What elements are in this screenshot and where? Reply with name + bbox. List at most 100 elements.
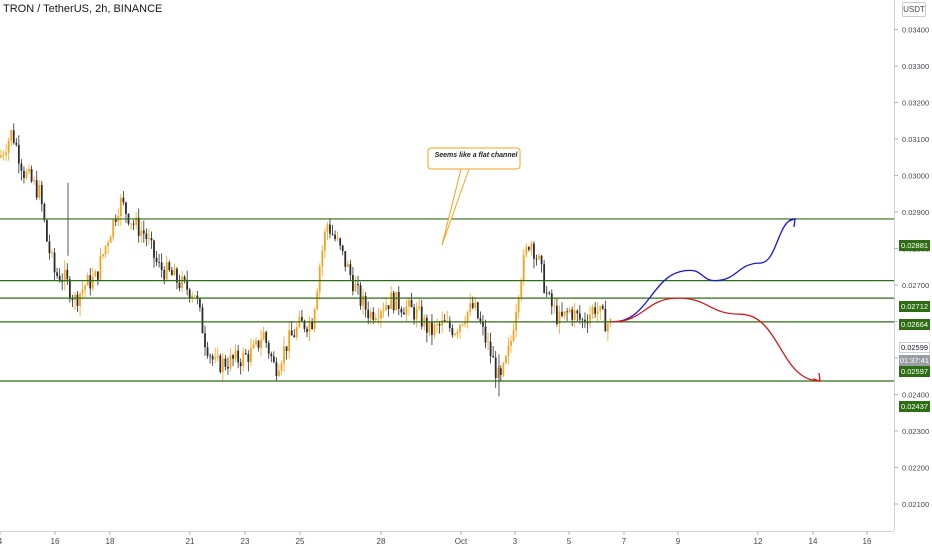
currency-badge[interactable]: USDT bbox=[902, 2, 926, 17]
candle-body bbox=[466, 311, 469, 323]
candle-body bbox=[163, 270, 166, 280]
candle-body bbox=[538, 255, 540, 259]
candle-body bbox=[99, 256, 102, 280]
candle-body bbox=[382, 309, 385, 312]
candle-body bbox=[71, 298, 74, 301]
price-axis-label: 0.03200 bbox=[902, 99, 929, 108]
price-axis-label: 0.02300 bbox=[902, 427, 929, 436]
candle-body bbox=[257, 340, 260, 348]
candle-body bbox=[135, 217, 138, 225]
candle-body bbox=[436, 324, 438, 325]
candle-body bbox=[158, 261, 160, 263]
candle-body bbox=[408, 300, 410, 307]
candle-body bbox=[318, 266, 321, 292]
candle-body bbox=[10, 130, 13, 141]
candle-body bbox=[140, 230, 143, 236]
candle-body bbox=[5, 152, 7, 155]
candle-body bbox=[507, 345, 510, 356]
candle-body bbox=[219, 355, 222, 373]
time-axis-label: 28 bbox=[377, 537, 386, 546]
candle-body bbox=[150, 237, 153, 241]
candle-body bbox=[346, 264, 349, 267]
candle-body bbox=[308, 321, 311, 332]
candle-body bbox=[112, 219, 115, 237]
candle-body bbox=[15, 142, 18, 145]
candle-body bbox=[247, 354, 250, 362]
candle-body bbox=[380, 311, 382, 319]
candle-body bbox=[25, 171, 28, 178]
candle-body bbox=[181, 276, 183, 289]
candle-body bbox=[79, 293, 81, 306]
candle-body bbox=[35, 180, 38, 198]
candle-body bbox=[459, 324, 461, 332]
candle-body bbox=[456, 331, 459, 334]
candle-body bbox=[604, 308, 607, 332]
time-axis-label: 23 bbox=[241, 537, 250, 546]
candle-body bbox=[502, 362, 505, 375]
candle-body bbox=[199, 298, 201, 308]
candle-body bbox=[178, 282, 181, 289]
candle-body bbox=[30, 169, 33, 182]
candle-body bbox=[451, 327, 454, 336]
candle-body bbox=[2, 154, 5, 156]
candle-body bbox=[321, 250, 324, 267]
candle-body bbox=[364, 295, 367, 310]
candle-body bbox=[94, 271, 97, 277]
candle-body bbox=[377, 318, 380, 319]
candle-body bbox=[119, 197, 122, 217]
candle-body bbox=[535, 258, 538, 260]
candle-body bbox=[586, 322, 589, 324]
candle-body bbox=[385, 305, 387, 310]
candle-body bbox=[214, 357, 217, 360]
candle-body bbox=[387, 305, 390, 310]
candle-body bbox=[390, 292, 393, 310]
time-axis-label: Oct bbox=[455, 537, 468, 546]
candle-body bbox=[58, 275, 61, 282]
candle-body bbox=[267, 342, 270, 354]
candle-body bbox=[74, 294, 76, 301]
candle-body bbox=[594, 307, 597, 314]
candle-body bbox=[489, 341, 492, 357]
candle-body bbox=[341, 245, 344, 252]
time-axis-label: 14 bbox=[809, 537, 818, 546]
candle-body bbox=[7, 140, 10, 153]
time-axis-label: 12 bbox=[754, 537, 763, 546]
candle-body bbox=[186, 279, 189, 290]
callout-text[interactable]: Seems like a flat channel bbox=[434, 152, 518, 159]
candle-body bbox=[464, 322, 466, 325]
candle-body bbox=[556, 305, 558, 324]
candle-body bbox=[558, 311, 561, 324]
candle-body bbox=[323, 231, 326, 251]
candle-body bbox=[494, 357, 497, 378]
candle-body bbox=[290, 330, 293, 336]
candle-body bbox=[17, 144, 20, 164]
candle-body bbox=[132, 223, 135, 225]
candle-body bbox=[280, 363, 283, 371]
candle-body bbox=[428, 322, 431, 333]
candle-body bbox=[443, 320, 446, 323]
price-axis-label: 0.03100 bbox=[902, 135, 929, 144]
candle-body bbox=[533, 243, 535, 259]
candle-body bbox=[372, 311, 375, 320]
candle-body bbox=[576, 310, 579, 314]
candle-body bbox=[487, 341, 489, 343]
candle-body bbox=[176, 268, 178, 283]
candle-body bbox=[0, 155, 2, 158]
candle-body bbox=[469, 303, 472, 312]
candle-body bbox=[522, 254, 525, 281]
candle-body bbox=[306, 328, 308, 332]
candle-body bbox=[520, 280, 523, 298]
candle-body bbox=[237, 350, 240, 363]
candle-body bbox=[20, 163, 23, 171]
price-tag-level-2: 0.02712 bbox=[899, 301, 930, 312]
callout-box bbox=[427, 147, 521, 170]
candle-body bbox=[336, 238, 339, 240]
candle-body bbox=[260, 339, 262, 348]
candle-body bbox=[362, 295, 364, 306]
price-tag-countdown: 01:37:41 bbox=[899, 355, 930, 366]
candle-body bbox=[206, 347, 209, 356]
time-axis-label: 21 bbox=[186, 537, 195, 546]
candle-body bbox=[81, 289, 84, 294]
